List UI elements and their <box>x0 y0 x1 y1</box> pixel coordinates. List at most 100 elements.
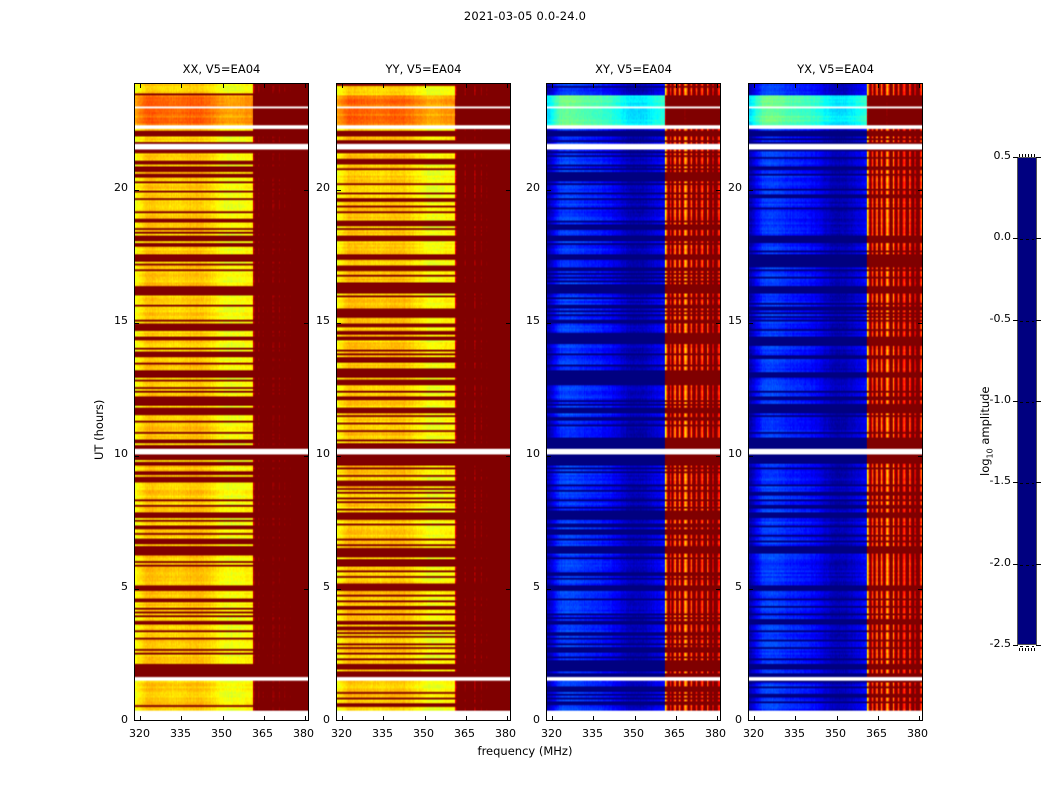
x-tick <box>795 84 797 88</box>
figure-title: 2021-03-05 0.0-24.0 <box>463 9 587 23</box>
x-tick <box>304 716 306 720</box>
x-tick <box>424 84 426 88</box>
y-tick <box>337 589 341 591</box>
y-tick <box>547 589 551 591</box>
colorbar-tick <box>1036 238 1041 240</box>
x-tick-label: 335 <box>169 727 191 740</box>
y-tick <box>135 456 139 458</box>
y-tick-label: 15 <box>114 314 128 328</box>
y-tick <box>749 323 753 325</box>
spectrum-panel-yx[interactable] <box>748 83 923 721</box>
colorbar-title: log10 amplitude <box>978 387 994 477</box>
y-tick-label: 10 <box>526 447 540 461</box>
y-tick <box>304 456 308 458</box>
x-tick <box>342 716 344 720</box>
x-tick <box>552 716 554 720</box>
y-tick-label: 5 <box>533 580 540 594</box>
y-tick <box>135 589 139 591</box>
y-tick-label: 0 <box>735 713 742 726</box>
x-tick-label: 320 <box>330 727 352 740</box>
colorbar-tick <box>1036 482 1041 484</box>
x-tick <box>263 716 265 720</box>
y-tick-label: 5 <box>323 580 330 594</box>
x-tick <box>465 84 467 88</box>
y-tick-label: 20 <box>728 181 742 195</box>
x-tick <box>222 716 224 720</box>
colorbar <box>1017 157 1037 647</box>
y-tick <box>749 456 753 458</box>
x-tick <box>465 716 467 720</box>
heatmap-xy <box>547 84 720 720</box>
x-tick <box>342 84 344 88</box>
panel-title-yy: YY, V5=EA04 <box>385 62 462 76</box>
colorbar-tick <box>1013 645 1018 646</box>
y-tick-label: 10 <box>728 447 742 461</box>
colorbar-title-sub: 10 <box>985 448 995 459</box>
y-tick <box>716 323 720 325</box>
x-tick-label: 365 <box>252 727 274 740</box>
colorbar-tick-dash <box>1020 239 1034 241</box>
y-tick <box>506 323 510 325</box>
x-tick-label: 365 <box>866 727 888 740</box>
y-tick <box>337 190 341 192</box>
x-tick <box>181 84 183 88</box>
colorbar-tick-label: -0.5 <box>989 311 1011 325</box>
colorbar-extend-marks <box>1019 154 1035 157</box>
colorbar-tick-label: 0.5 <box>993 149 1012 162</box>
x-tick-label: 335 <box>581 727 603 740</box>
y-tick <box>716 456 720 458</box>
y-tick <box>506 190 510 192</box>
x-tick-label: 320 <box>540 727 562 740</box>
colorbar-tick <box>1036 563 1041 565</box>
y-axis-title: UT (hours) <box>92 399 106 460</box>
y-tick-label: 15 <box>526 314 540 328</box>
y-tick-label: 20 <box>526 181 540 195</box>
x-tick <box>918 84 920 88</box>
colorbar-gradient <box>1018 158 1036 644</box>
y-tick <box>304 190 308 192</box>
y-tick <box>918 323 922 325</box>
colorbar-tick <box>1013 319 1018 321</box>
colorbar-tick-label: -1.0 <box>989 393 1011 406</box>
colorbar-tick-label: -2.5 <box>989 637 1011 650</box>
y-tick-label: 10 <box>114 447 128 461</box>
x-tick-label: 350 <box>825 727 846 740</box>
x-tick <box>918 716 920 720</box>
panel-title-yx: YX, V5=EA04 <box>797 62 874 76</box>
x-axis-title: frequency (MHz) <box>477 744 573 758</box>
x-tick <box>593 84 595 88</box>
spectrum-panel-xx[interactable] <box>134 83 309 721</box>
x-tick-label: 365 <box>664 727 686 740</box>
y-tick-label: 10 <box>316 447 330 461</box>
colorbar-tick-dash <box>1020 402 1034 403</box>
colorbar-tick <box>1013 401 1018 402</box>
y-tick-label: 5 <box>735 580 742 594</box>
x-tick <box>754 716 756 720</box>
x-tick <box>181 716 183 720</box>
colorbar-tick <box>1013 482 1018 484</box>
colorbar-tick-dash <box>1020 483 1034 485</box>
colorbar-tick <box>1036 157 1041 158</box>
y-tick-label: 0 <box>323 713 330 726</box>
spectrum-panel-yy[interactable] <box>336 83 511 721</box>
spectrum-panel-xy[interactable] <box>546 83 721 721</box>
x-tick <box>877 84 879 88</box>
x-tick <box>716 84 718 88</box>
colorbar-tick <box>1013 238 1018 240</box>
x-tick <box>424 716 426 720</box>
y-tick-label: 15 <box>728 314 742 328</box>
y-tick <box>918 589 922 591</box>
y-tick-label: 20 <box>316 181 330 195</box>
colorbar-tick-label: -2.0 <box>989 555 1011 569</box>
x-tick <box>552 84 554 88</box>
y-tick <box>506 589 510 591</box>
colorbar-tick <box>1013 157 1018 158</box>
heatmap-xx <box>135 84 308 720</box>
x-tick <box>675 716 677 720</box>
y-tick <box>547 323 551 325</box>
x-tick-label: 350 <box>211 727 232 740</box>
x-tick-label: 380 <box>907 727 929 740</box>
x-tick <box>836 716 838 720</box>
y-tick <box>135 190 139 192</box>
x-tick <box>593 716 595 720</box>
